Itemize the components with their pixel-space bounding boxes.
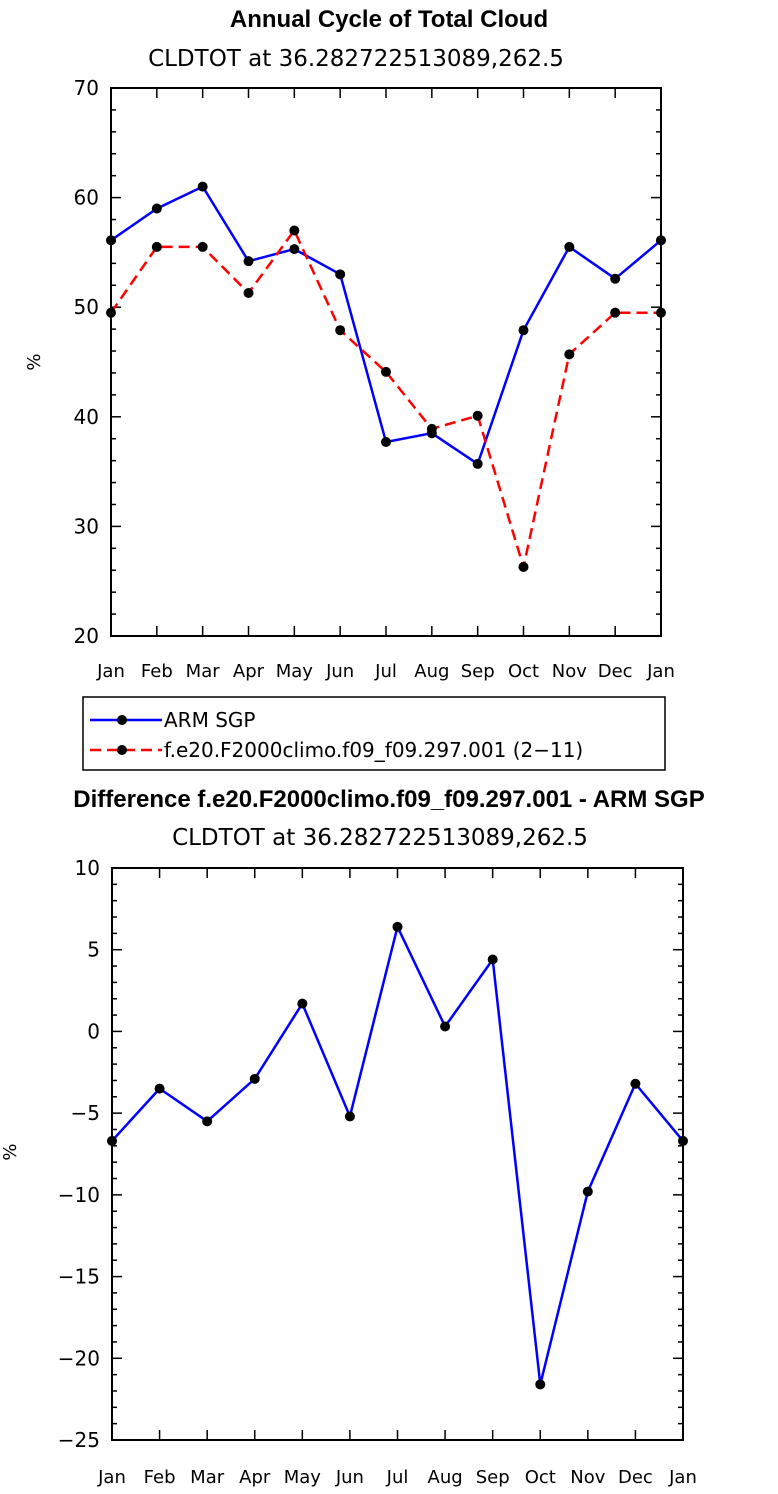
chart1-xtick-label: Jan (646, 661, 675, 682)
chart2-ylabel: % (0, 1143, 21, 1160)
chart2-xtick-label: Mar (190, 1467, 225, 1488)
chart2-ytick-label: 10 (75, 856, 100, 880)
chart1-series1-point (426, 423, 437, 434)
chart1-series1-point (335, 325, 346, 336)
chart2-xtick-label: Apr (239, 1467, 271, 1488)
chart1-xtick-label: Feb (141, 661, 173, 682)
chart2-series0-point (154, 1083, 165, 1094)
chart1-legend: ARM SGP f.e20.F2000climo.f09_f09.297.001… (82, 696, 666, 771)
chart2-xtick-label: Jan (668, 1467, 697, 1488)
chart1-series1-point (243, 287, 254, 298)
chart2-series0-point (297, 998, 308, 1009)
chart2-title: Difference f.e20.F2000climo.f09_f09.297.… (73, 786, 704, 813)
annual-cycle-chart: Annual Cycle of Total Cloud CLDTOT at 36… (24, 6, 675, 682)
chart1-ytick-label: 60 (74, 186, 99, 210)
chart2-xtick-label: Jan (97, 1467, 126, 1488)
chart1-series1-point (610, 307, 621, 318)
chart1-series1-point (151, 241, 162, 252)
chart1-xtick-label: May (276, 661, 314, 682)
chart1-series0-point (151, 203, 162, 214)
legend-marker-model (117, 745, 127, 755)
chart1-series1-point (564, 349, 575, 360)
chart1-ytick-label: 70 (74, 76, 99, 100)
chart2-series0-point (202, 1116, 213, 1127)
chart2-ytick-label: −10 (58, 1183, 100, 1207)
chart2-series0-point (249, 1073, 260, 1084)
chart2-xtick-label: Nov (570, 1467, 605, 1488)
chart1-plot-frame (110, 87, 662, 637)
chart2-series0-point (440, 1021, 451, 1032)
chart1-series-line-0 (110, 185, 662, 466)
difference-chart: Difference f.e20.F2000climo.f09_f09.297.… (0, 786, 705, 1488)
chart1-ytick-label: 30 (74, 514, 99, 538)
chart2-series0-point (630, 1078, 641, 1089)
chart1-subtitle: CLDTOT at 36.282722513089,262.5 (148, 46, 564, 72)
chart1-series1-point (518, 561, 529, 572)
chart1-xtick-label: Oct (508, 661, 539, 682)
chart2-series-line-0 (111, 925, 684, 1386)
legend-box (82, 696, 666, 771)
chart1-series1-point (472, 410, 483, 421)
legend-label-arm-sgp: ARM SGP (164, 708, 255, 732)
chart2-series0-point (535, 1379, 546, 1390)
chart2-xtick-label: Sep (476, 1467, 510, 1488)
chart2-series0-point (487, 954, 498, 965)
chart2-ytick-label: −15 (58, 1265, 100, 1289)
chart2-ytick-label: 0 (87, 1019, 100, 1043)
chart2-ytick-label: −20 (58, 1346, 100, 1370)
chart1-xtick-label: Mar (186, 661, 221, 682)
chart1-ytick-label: 20 (74, 624, 99, 648)
legend-marker-arm-sgp (117, 715, 127, 725)
chart2-plot-frame (111, 867, 684, 1441)
chart1-xtick-label: Jan (96, 661, 125, 682)
chart2-series0-point (344, 1111, 355, 1122)
chart2-series0-point (582, 1186, 593, 1197)
chart1-series0-point (518, 325, 529, 336)
chart1-xtick-label: Aug (414, 661, 449, 682)
chart1-series0-point (243, 256, 254, 267)
chart2-ytick-label: 5 (87, 938, 100, 962)
chart1-xtick-label: Apr (233, 661, 265, 682)
chart1-title: Annual Cycle of Total Cloud (230, 6, 548, 33)
chart2-xtick-label: Aug (428, 1467, 463, 1488)
chart1-ylabel: % (24, 353, 45, 370)
chart1-series0-point (335, 269, 346, 280)
chart1-ytick-label: 40 (74, 405, 99, 429)
chart2-xtick-label: Jun (335, 1467, 364, 1488)
legend-label-model: f.e20.F2000climo.f09_f09.297.001 (2−11) (164, 738, 583, 762)
chart1-xtick-label: Dec (598, 661, 633, 682)
chart1-series1-point (289, 225, 300, 236)
chart1-series0-point (610, 273, 621, 284)
chart1-series-line-1 (109, 229, 661, 569)
chart1-xtick-label: Jun (325, 661, 354, 682)
chart2-ytick-label: −25 (58, 1428, 100, 1452)
chart1-ytick-label: 50 (74, 295, 99, 319)
chart2-xtick-label: May (284, 1467, 322, 1488)
chart2-xtick-label: Feb (144, 1467, 176, 1488)
chart2-xtick-label: Dec (618, 1467, 653, 1488)
chart2-xtick-label: Jul (386, 1467, 409, 1488)
chart2-subtitle: CLDTOT at 36.282722513089,262.5 (172, 825, 588, 851)
chart2-ytick-label: −5 (71, 1101, 100, 1125)
chart1-series0-point (381, 437, 391, 448)
chart1-series1-point (381, 366, 391, 377)
chart1-series1-point (197, 241, 208, 252)
chart2-xtick-label: Oct (525, 1467, 556, 1488)
chart2-series0-point (392, 921, 403, 932)
chart1-series0-point (564, 241, 575, 252)
chart1-xtick-label: Sep (461, 661, 495, 682)
chart1-xtick-label: Nov (552, 661, 587, 682)
chart1-series0-point (289, 244, 300, 255)
chart1-series0-point (472, 458, 483, 469)
chart1-series0-point (197, 181, 208, 192)
chart1-xtick-label: Jul (374, 661, 397, 682)
